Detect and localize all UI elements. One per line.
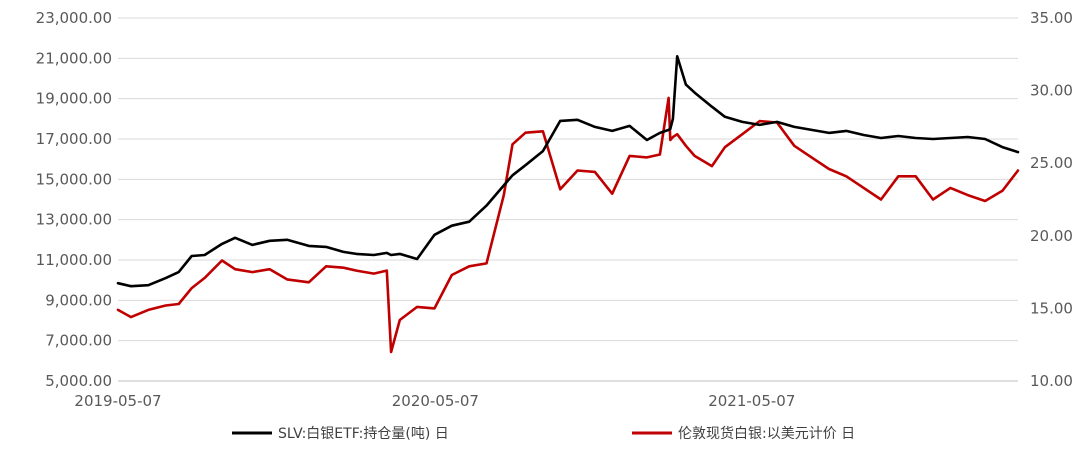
y-left-tick-label: 11,000.00 xyxy=(36,251,112,269)
y-left-tick-label: 19,000.00 xyxy=(36,90,112,108)
legend-label: SLV:白银ETF:持仓量(吨) 日 xyxy=(278,426,449,442)
x-tick-label: 2020-05-07 xyxy=(392,392,479,410)
y-right-tick-label: 10.00 xyxy=(1030,372,1073,390)
silver-price-series-line xyxy=(116,96,1020,354)
y-left-tick-label: 7,000.00 xyxy=(45,332,112,350)
y-right-tick-label: 20.00 xyxy=(1030,227,1073,245)
y-left-tick-label: 9,000.00 xyxy=(45,291,112,309)
slv-holdings-series-line xyxy=(116,54,1020,288)
y-left-tick-label: 15,000.00 xyxy=(36,170,112,188)
y-right-tick-label: 35.00 xyxy=(1030,9,1073,27)
legend-label: 伦敦现货白银:以美元计价 日 xyxy=(678,425,855,442)
y-left-tick-label: 5,000.00 xyxy=(45,372,112,390)
x-tick-label: 2021-05-07 xyxy=(708,392,795,410)
y-left-tick-label: 23,000.00 xyxy=(36,9,112,27)
y-left-tick-label: 17,000.00 xyxy=(36,130,112,148)
x-tick-label: 2019-05-07 xyxy=(74,392,161,410)
y-left-tick-label: 13,000.00 xyxy=(36,211,112,229)
y-right-tick-label: 25.00 xyxy=(1030,154,1073,172)
y-left-tick-label: 21,000.00 xyxy=(36,49,112,67)
y-right-tick-label: 30.00 xyxy=(1030,82,1073,100)
y-right-tick-label: 15.00 xyxy=(1030,299,1073,317)
